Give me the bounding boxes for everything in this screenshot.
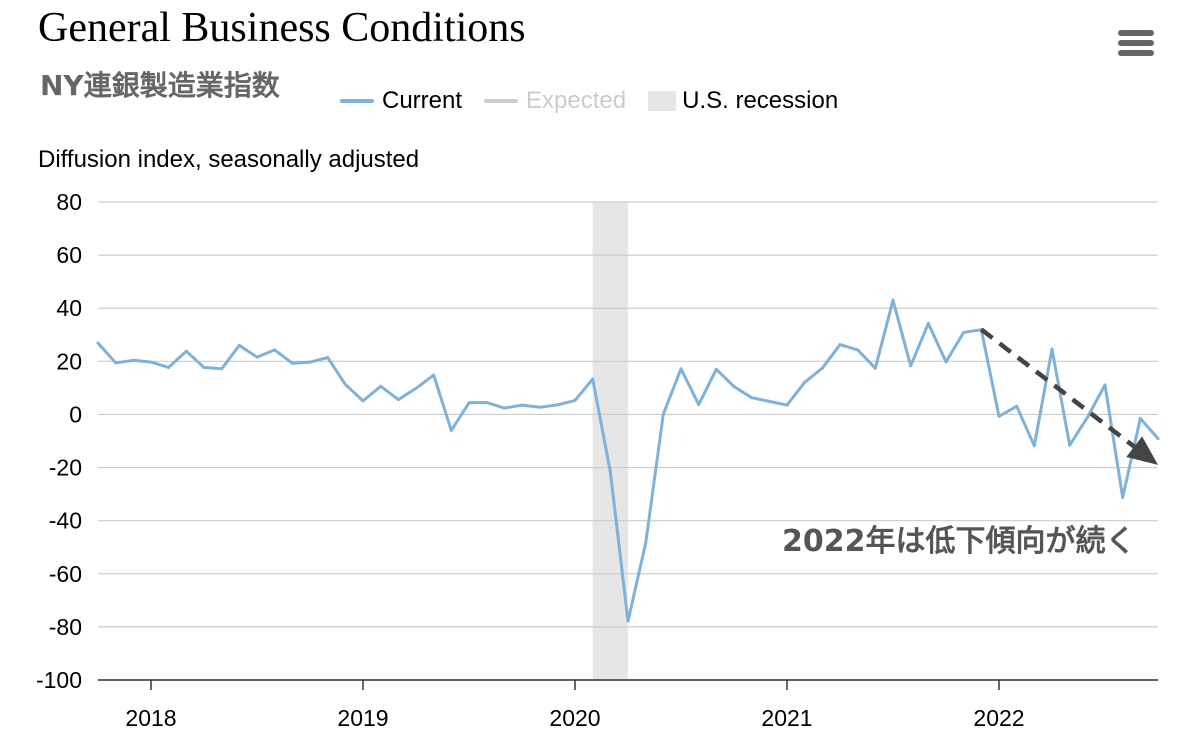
- data-point: [944, 360, 948, 364]
- data-point: [96, 341, 100, 345]
- data-point: [520, 403, 524, 407]
- x-tick-label: 2022: [973, 705, 1024, 731]
- data-point: [838, 343, 842, 347]
- x-tick-label: 2019: [337, 705, 388, 731]
- data-point: [255, 355, 259, 359]
- trend-arrow-line: [979, 327, 1136, 449]
- data-point: [502, 406, 506, 410]
- legend-item-recession[interactable]: U.S. recession: [648, 87, 838, 115]
- data-point: [785, 403, 789, 407]
- data-point: [326, 356, 330, 360]
- trend-annotation: 2022年は低下傾向が続く: [782, 524, 1136, 559]
- data-point: [202, 365, 206, 369]
- y-tick-label: 60: [56, 242, 82, 268]
- data-point: [396, 398, 400, 402]
- legend-swatch-current: [340, 99, 374, 103]
- chart-title: General Business Conditions: [38, 5, 526, 51]
- legend-item-current[interactable]: Current: [340, 87, 462, 115]
- data-point: [237, 343, 241, 347]
- y-tick-label: 0: [69, 401, 82, 427]
- data-point: [485, 400, 489, 404]
- data-point: [573, 398, 577, 402]
- data-point: [1068, 443, 1072, 447]
- data-point: [803, 380, 807, 384]
- data-point: [679, 367, 683, 371]
- data-point: [732, 385, 736, 389]
- data-point: [555, 403, 559, 407]
- data-point: [149, 360, 153, 364]
- data-point: [114, 361, 118, 365]
- data-point: [343, 382, 347, 386]
- data-point: [697, 403, 701, 407]
- data-point: [926, 321, 930, 325]
- data-point: [432, 373, 436, 377]
- data-point: [644, 541, 648, 545]
- x-tick-label: 2021: [761, 705, 812, 731]
- data-point: [767, 399, 771, 403]
- data-point: [591, 377, 595, 381]
- data-point: [1085, 416, 1089, 420]
- data-point: [449, 428, 453, 432]
- chart-subtitle: NY連銀製造業指数: [40, 69, 280, 102]
- data-point: [1121, 496, 1125, 500]
- data-point: [167, 365, 171, 369]
- data-point: [856, 348, 860, 352]
- y-tick-label: 20: [56, 348, 82, 374]
- recession-band: [592, 202, 628, 680]
- legend-swatch-recession: [648, 91, 677, 111]
- data-point: [750, 396, 754, 400]
- legend-swatch-expected: [484, 99, 519, 103]
- legend-item-expected[interactable]: Expected: [484, 87, 626, 115]
- data-point: [131, 358, 135, 362]
- data-point: [1032, 444, 1036, 448]
- legend-label-current: Current: [382, 87, 463, 114]
- x-tick-label: 2020: [549, 705, 600, 731]
- data-point: [361, 399, 365, 403]
- data-point: [1156, 437, 1160, 441]
- data-point: [820, 366, 824, 370]
- data-point: [538, 405, 542, 409]
- y-tick-label: -60: [49, 561, 82, 587]
- data-point: [873, 366, 877, 370]
- hamburger-menu-icon[interactable]: [1118, 30, 1154, 62]
- data-point: [1138, 416, 1142, 420]
- data-point: [220, 367, 224, 371]
- data-point: [273, 348, 277, 352]
- data-point: [626, 619, 630, 623]
- legend-label-recession: U.S. recession: [682, 87, 839, 114]
- trend-arrow-head: [1126, 436, 1158, 465]
- y-tick-label: 40: [56, 295, 82, 321]
- y-tick-label: 80: [56, 189, 82, 215]
- data-point: [962, 330, 966, 334]
- data-point: [414, 386, 418, 390]
- data-point: [714, 367, 718, 371]
- data-point: [1050, 347, 1054, 351]
- data-point: [379, 384, 383, 388]
- data-point: [290, 361, 294, 365]
- data-point: [1015, 404, 1019, 408]
- data-point: [608, 470, 612, 474]
- data-point: [467, 401, 471, 405]
- y-tick-label: -100: [36, 667, 82, 693]
- data-point: [1103, 383, 1107, 387]
- y-tick-label: -40: [49, 508, 82, 534]
- data-point: [661, 412, 665, 416]
- data-point: [997, 414, 1001, 418]
- data-point: [909, 364, 913, 368]
- y-axis-label: Diffusion index, seasonally adjusted: [38, 146, 420, 173]
- y-tick-label: -20: [49, 455, 82, 481]
- legend: Current Expected U.S. recession: [340, 86, 860, 116]
- y-tick-label: -80: [49, 614, 82, 640]
- data-point: [891, 298, 895, 302]
- data-point: [184, 349, 188, 353]
- legend-label-expected: Expected: [526, 87, 627, 114]
- data-point: [308, 360, 312, 364]
- x-tick-label: 2018: [125, 705, 176, 731]
